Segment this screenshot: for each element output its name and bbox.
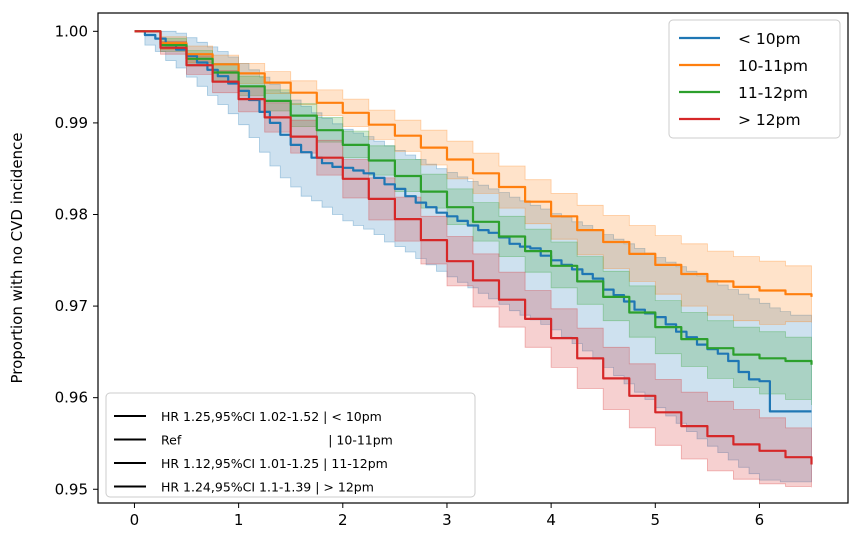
x-axis-ticks: 0 1 2 3 4 5 6	[130, 503, 765, 529]
ci-band-0	[134, 30, 812, 483]
series-line-3	[134, 30, 813, 465]
hr-legend-label: HR 1.24,95%CI 1.1-1.39 | > 12pm	[161, 480, 374, 495]
hr-legend-label: Ref | 10-11pm	[161, 433, 393, 448]
legend-label: 11-12pm	[738, 84, 808, 102]
y-tick-label: 0.97	[55, 297, 88, 315]
series-line-2	[134, 30, 813, 365]
hr-legend-box	[105, 392, 476, 498]
x-tick-label: 0	[130, 511, 140, 529]
y-tick-label: 0.95	[55, 480, 88, 498]
hr-legend: HR 1.25,95%CI 1.02-1.52 | < 10pm Ref | 10…	[105, 392, 476, 498]
plot-frame	[97, 12, 849, 504]
hr-legend-label: HR 1.25,95%CI 1.02-1.52 | < 10pm	[161, 409, 382, 424]
x-tick-label: 1	[234, 511, 244, 529]
y-tick-label: 0.99	[55, 114, 88, 132]
x-tick-label: 4	[546, 511, 556, 529]
series-legend: < 10pm 10-11pm 11-12pm > 12pm	[668, 19, 841, 139]
series-line-1	[134, 30, 813, 297]
x-tick-label: 6	[755, 511, 765, 529]
legend-label: < 10pm	[738, 30, 801, 48]
x-tick-label: 5	[651, 511, 661, 529]
series-lines	[134, 30, 813, 465]
series-line-0	[134, 30, 812, 413]
x-tick-label: 2	[338, 511, 348, 529]
y-tick-label: 0.96	[55, 389, 88, 407]
y-axis-ticks: 1.00 0.99 0.98 0.97 0.96 0.95	[55, 22, 98, 498]
series-legend-box	[668, 19, 841, 139]
legend-label: > 12pm	[738, 111, 801, 129]
ci-band-1	[134, 30, 812, 325]
y-tick-label: 1.00	[55, 22, 88, 40]
x-tick-label: 3	[442, 511, 452, 529]
y-axis-label: Proportion with no CVD incidence	[8, 132, 26, 383]
legend-label: 10-11pm	[738, 57, 808, 75]
hr-legend-label: HR 1.12,95%CI 1.01-1.25 | 11-12pm	[161, 456, 388, 471]
y-tick-label: 0.98	[55, 205, 88, 223]
